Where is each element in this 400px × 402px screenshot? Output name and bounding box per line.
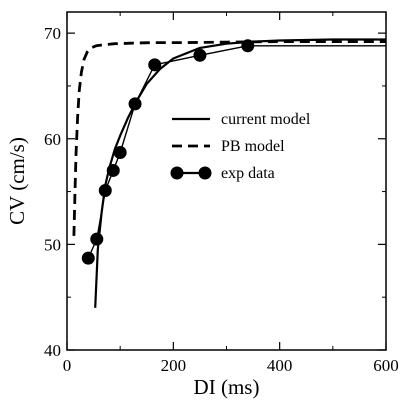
axis-ticks <box>66 12 387 351</box>
data-point <box>128 97 142 111</box>
x-axis-title: DI (ms) <box>194 375 260 399</box>
y-tick-label: 60 <box>44 130 61 149</box>
data-point <box>193 48 207 62</box>
y-tick-label: 70 <box>44 24 61 43</box>
legend-label: exp data <box>221 165 275 182</box>
x-tick-label: 200 <box>161 356 187 375</box>
data-point <box>81 251 95 265</box>
data-point <box>241 39 255 53</box>
x-tick-label: 400 <box>267 356 293 375</box>
tick-labels: 0 200 400 600 40 50 60 70 <box>44 24 399 375</box>
x-tick-label: 0 <box>63 356 72 375</box>
series-line-1 <box>72 40 386 236</box>
y-tick-label: 40 <box>44 341 61 360</box>
data-point <box>106 163 120 177</box>
data-point <box>148 58 162 72</box>
data-point <box>90 232 104 246</box>
legend-marker <box>170 166 184 180</box>
x-tick-label: 600 <box>373 356 399 375</box>
y-axis-title: CV (cm/s) <box>5 137 29 225</box>
legend: current model PB model exp data <box>170 111 311 182</box>
series-layer <box>72 38 386 308</box>
legend-marker <box>198 166 212 180</box>
legend-label: current model <box>221 111 311 128</box>
data-point <box>98 184 112 198</box>
legend-label: PB model <box>221 138 285 155</box>
data-point <box>113 145 127 159</box>
series-line-2 <box>87 45 386 259</box>
y-tick-label: 50 <box>44 235 61 254</box>
